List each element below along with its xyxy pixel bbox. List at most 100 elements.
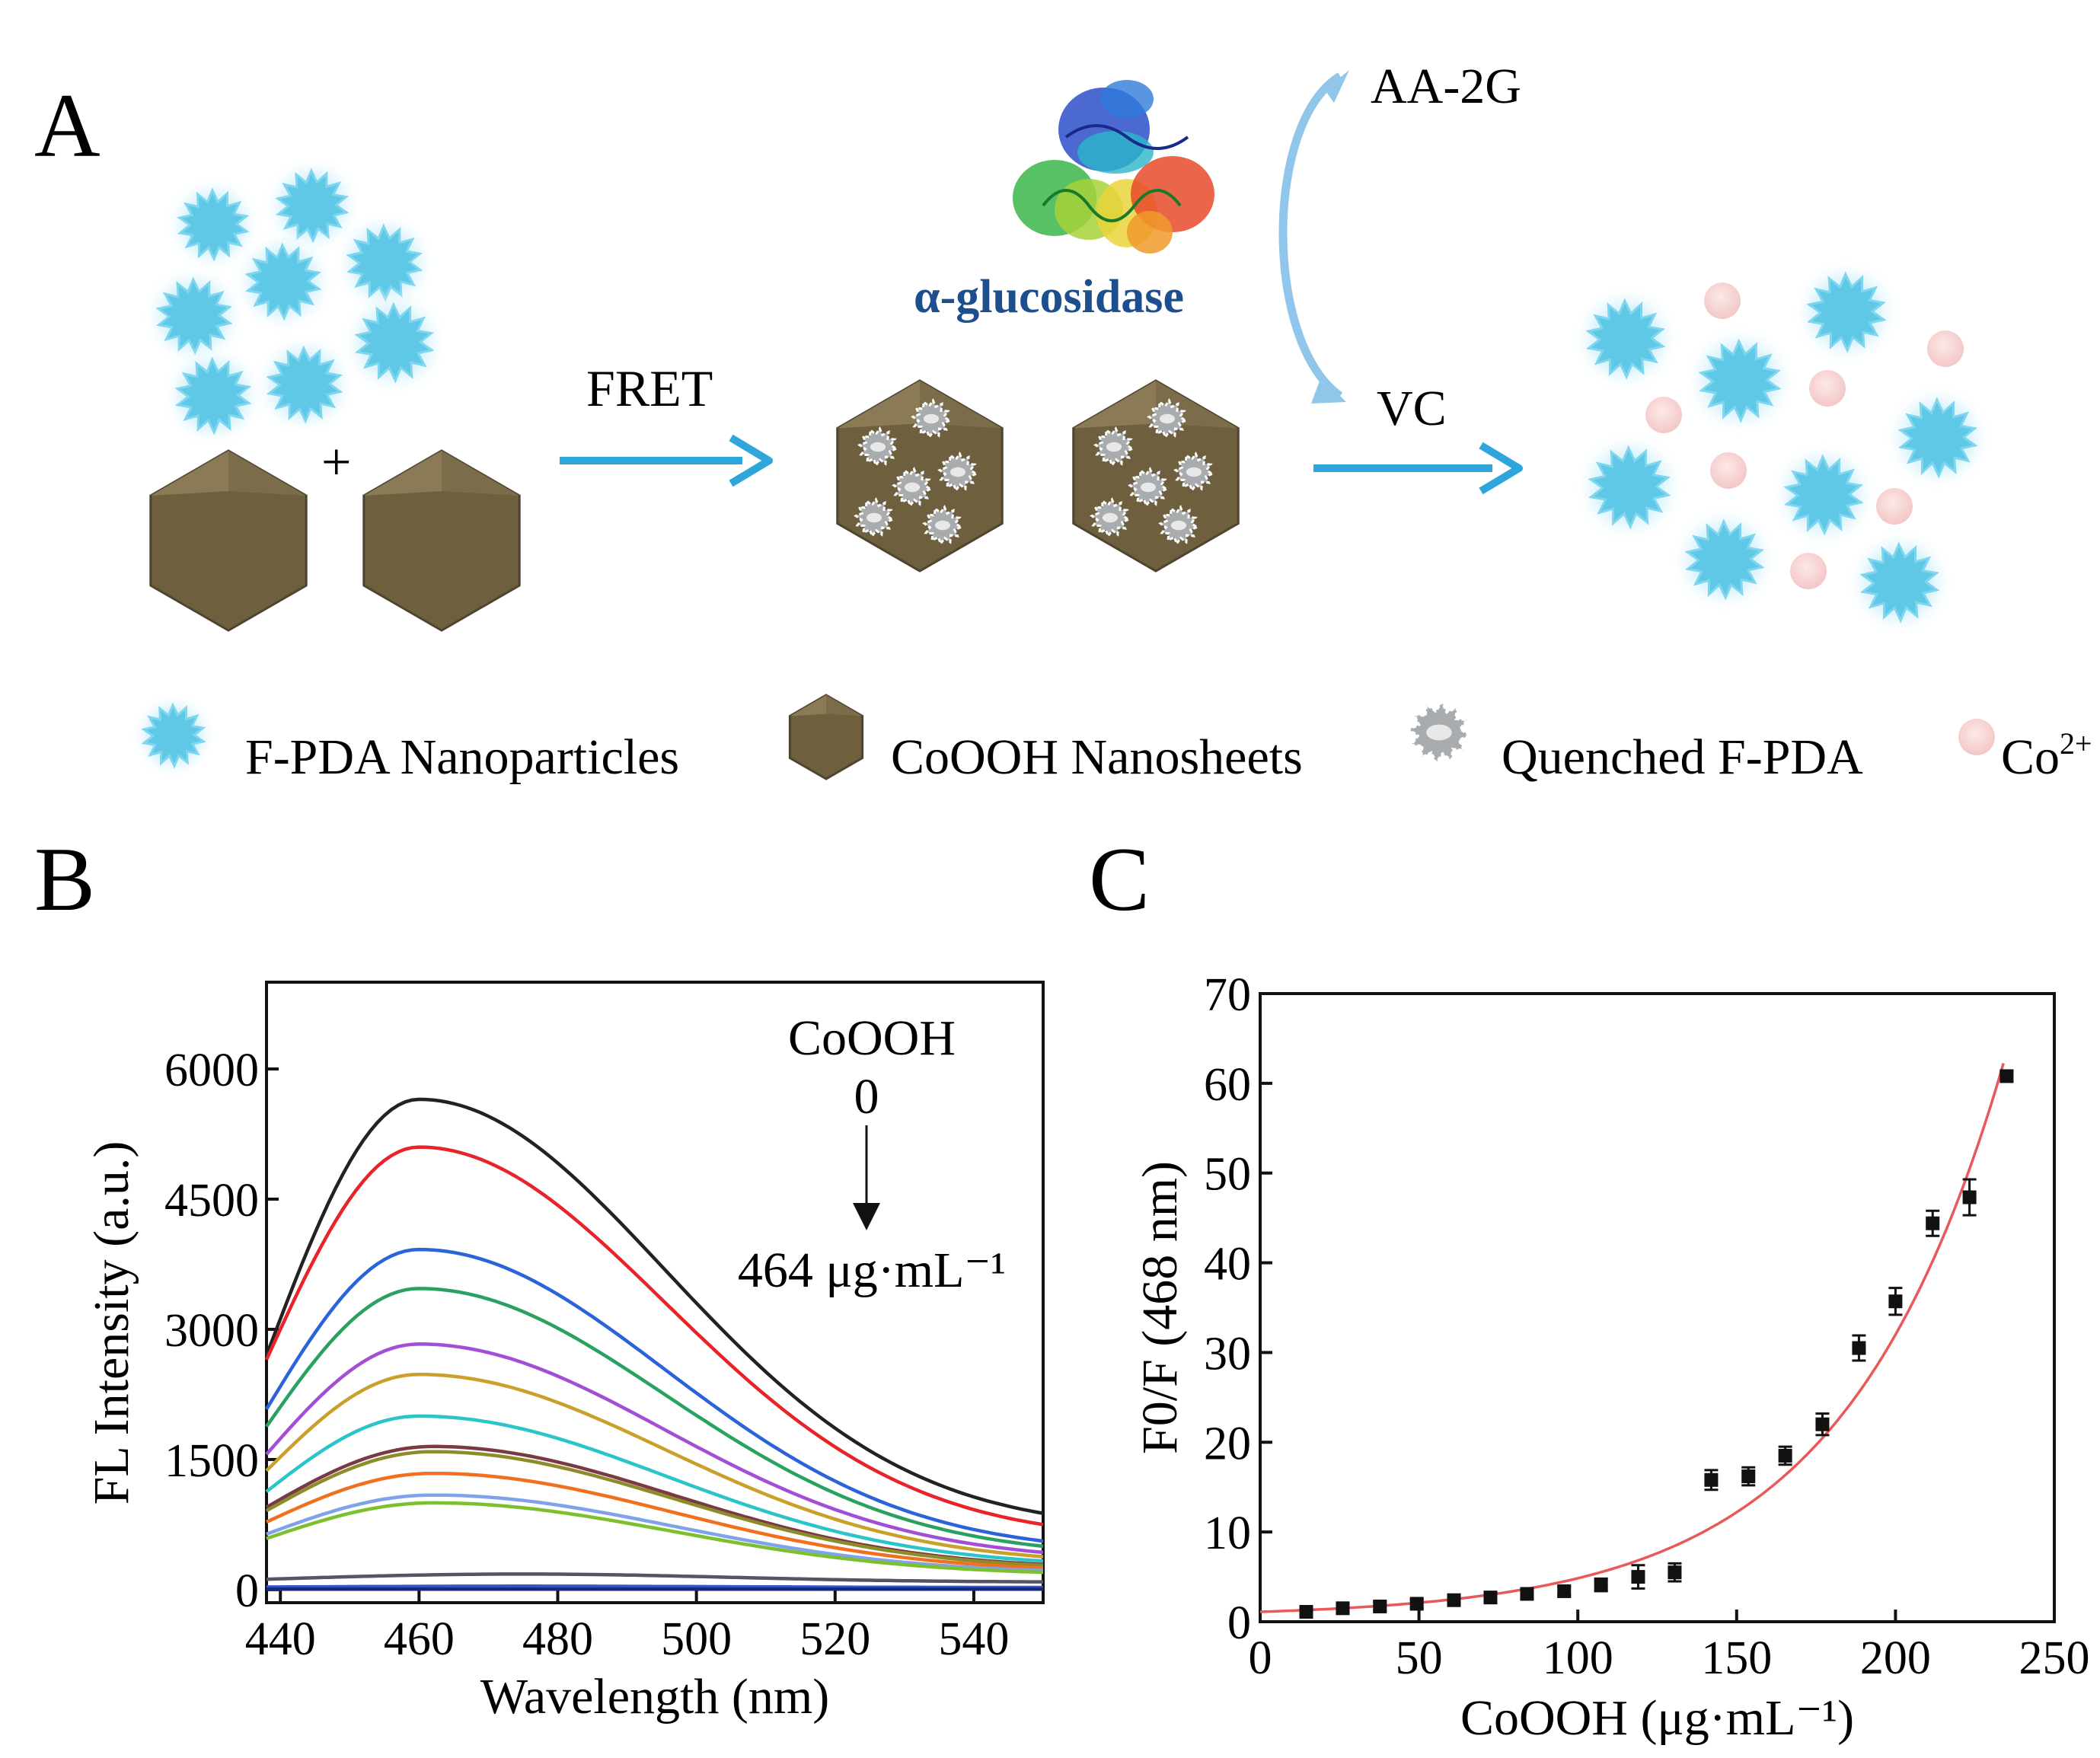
conversion-curved-arrow bbox=[1278, 70, 1349, 404]
spectrum-line-c14 bbox=[266, 1584, 1044, 1590]
fpda-nanoparticle bbox=[1570, 283, 1681, 394]
data-point bbox=[1447, 1593, 1461, 1607]
data-point bbox=[1999, 1069, 2014, 1083]
quenched-fpda bbox=[937, 451, 978, 493]
data-point bbox=[1888, 1287, 1903, 1316]
y-tick-label: 40 bbox=[1204, 1239, 1251, 1291]
x-tick-label: 500 bbox=[661, 1613, 732, 1665]
x-axis-title: CoOOH (μg·mL⁻¹) bbox=[1460, 1690, 1854, 1746]
co-ion bbox=[1876, 488, 1913, 525]
y-tick-label: 70 bbox=[1204, 969, 1251, 1021]
co-ion bbox=[1790, 553, 1827, 589]
point-marker bbox=[1409, 1597, 1424, 1611]
spectrum-line-c2 bbox=[264, 1145, 1044, 1527]
data-point bbox=[1594, 1577, 1608, 1593]
quenched-fpda bbox=[857, 426, 898, 467]
fret-label: FRET bbox=[586, 359, 713, 417]
annotation-coooh: CoOOH bbox=[788, 1010, 956, 1066]
fpda-nanoparticle bbox=[1882, 382, 1993, 493]
y-tick-label: 3000 bbox=[164, 1305, 259, 1357]
data-point bbox=[1962, 1178, 1977, 1217]
quenched-fpda bbox=[1147, 398, 1188, 439]
spectrum-line-c7 bbox=[265, 1414, 1044, 1563]
fpda-nanoparticle bbox=[1844, 527, 1955, 638]
x-axis-title: Wavelength (nm) bbox=[480, 1669, 829, 1724]
chart-b-frame bbox=[265, 981, 1045, 1604]
quenched-fpda bbox=[1090, 497, 1131, 538]
spectrum-line-c9 bbox=[265, 1450, 1044, 1568]
y-axis-title: FL Intensity (a.u.) bbox=[84, 1141, 139, 1505]
quenched-fpda bbox=[1158, 505, 1199, 546]
panel-c-label: C bbox=[1089, 828, 1150, 930]
quenched-fpda bbox=[854, 497, 895, 538]
point-marker bbox=[1926, 1216, 1940, 1230]
x-tick-label: 250 bbox=[2019, 1632, 2090, 1684]
y-tick-label: 0 bbox=[1227, 1597, 1251, 1649]
point-marker bbox=[1336, 1601, 1350, 1616]
spectrum-line-c10 bbox=[266, 1471, 1044, 1570]
data-point bbox=[1704, 1469, 1719, 1492]
fpda-nanoparticle bbox=[160, 343, 266, 449]
data-point bbox=[1483, 1590, 1498, 1605]
co-ion bbox=[1927, 330, 1964, 367]
panel-a-label: A bbox=[34, 75, 101, 176]
quenched-fpda-icon bbox=[1406, 700, 1472, 765]
x-tick-label: 540 bbox=[938, 1613, 1009, 1665]
enzyme-label: α-glucosidase bbox=[914, 271, 1184, 323]
y-tick-label: 6000 bbox=[164, 1045, 259, 1096]
annotation-start: 0 bbox=[854, 1069, 879, 1125]
data-point bbox=[1852, 1334, 1866, 1362]
panel-b: B 440 460 480 500 520 540 0 1500 3000 4500 6000 Wav… bbox=[34, 828, 1045, 1724]
legend-label-fpda: F-PDA Nanoparticles bbox=[245, 729, 679, 785]
co-ion bbox=[1704, 282, 1741, 319]
fpda-nanoparticle bbox=[1669, 504, 1780, 615]
fpda-nanoparticle bbox=[339, 287, 450, 398]
legend-fpda-star bbox=[129, 691, 218, 780]
legend-label-quenched: Quenched F-PDA bbox=[1502, 729, 1863, 785]
y-tick-label: 50 bbox=[1204, 1149, 1251, 1201]
point-marker bbox=[1741, 1469, 1756, 1484]
released-fpda-and-co-ions bbox=[1570, 257, 1993, 638]
panel-c: C 0 50 100 150 200 250 0 10 20 30 40 50 60 70 CoOOH (μ… bbox=[1089, 828, 2090, 1746]
x-tick-label: 480 bbox=[522, 1613, 593, 1665]
co-ion bbox=[1645, 397, 1682, 433]
fpda-cluster-left bbox=[141, 155, 450, 449]
y-tick-label: 1500 bbox=[164, 1435, 259, 1487]
spectrum-line-c6 bbox=[265, 1372, 1044, 1559]
data-point bbox=[1557, 1584, 1572, 1598]
legend-coooh-hexagon bbox=[788, 694, 864, 780]
y-tick-label: 10 bbox=[1204, 1508, 1251, 1559]
enzyme-structure-icon bbox=[1013, 80, 1214, 254]
quenched-fpda bbox=[892, 467, 933, 508]
fpda-nanoparticle bbox=[251, 331, 358, 438]
co-ion-icon bbox=[1958, 719, 1995, 755]
point-marker bbox=[1447, 1593, 1461, 1607]
legend-label-co: Co2+ bbox=[2001, 726, 2092, 785]
fret-arrow bbox=[560, 434, 773, 487]
f0f-calibration-chart: 0 50 100 150 200 250 0 10 20 30 40 50 60 70 CoOOH (μg·… bbox=[1132, 969, 2090, 1746]
point-marker bbox=[1299, 1605, 1313, 1619]
y-axis-title: F0/F (468 nm) bbox=[1132, 1161, 1188, 1454]
point-marker bbox=[1594, 1578, 1608, 1592]
quenched-fpda bbox=[922, 505, 963, 546]
data-point bbox=[1336, 1601, 1350, 1616]
co-ion bbox=[1809, 370, 1846, 407]
x-tick-label: 440 bbox=[245, 1613, 316, 1665]
y-tick-label: 4500 bbox=[164, 1175, 259, 1227]
chart-c-frame bbox=[1259, 992, 2056, 1623]
spectrum-line-c11 bbox=[266, 1493, 1044, 1573]
data-point bbox=[1631, 1564, 1645, 1590]
spectrum-line-c5 bbox=[265, 1342, 1044, 1555]
fpda-nanoparticle bbox=[163, 174, 263, 275]
quenched-fpda bbox=[1173, 451, 1214, 493]
y-tick-label: 20 bbox=[1204, 1418, 1251, 1469]
fpda-nanoparticle bbox=[1682, 323, 1798, 439]
spectrum-line-c3 bbox=[265, 1247, 1044, 1543]
point-marker bbox=[1373, 1599, 1387, 1613]
substrate-label: AA-2G bbox=[1371, 59, 1521, 114]
point-marker bbox=[1962, 1190, 1977, 1204]
spectrum-line-0 bbox=[264, 1097, 1044, 1515]
fpda-nanoparticle bbox=[1572, 429, 1687, 545]
point-marker bbox=[1888, 1294, 1903, 1309]
